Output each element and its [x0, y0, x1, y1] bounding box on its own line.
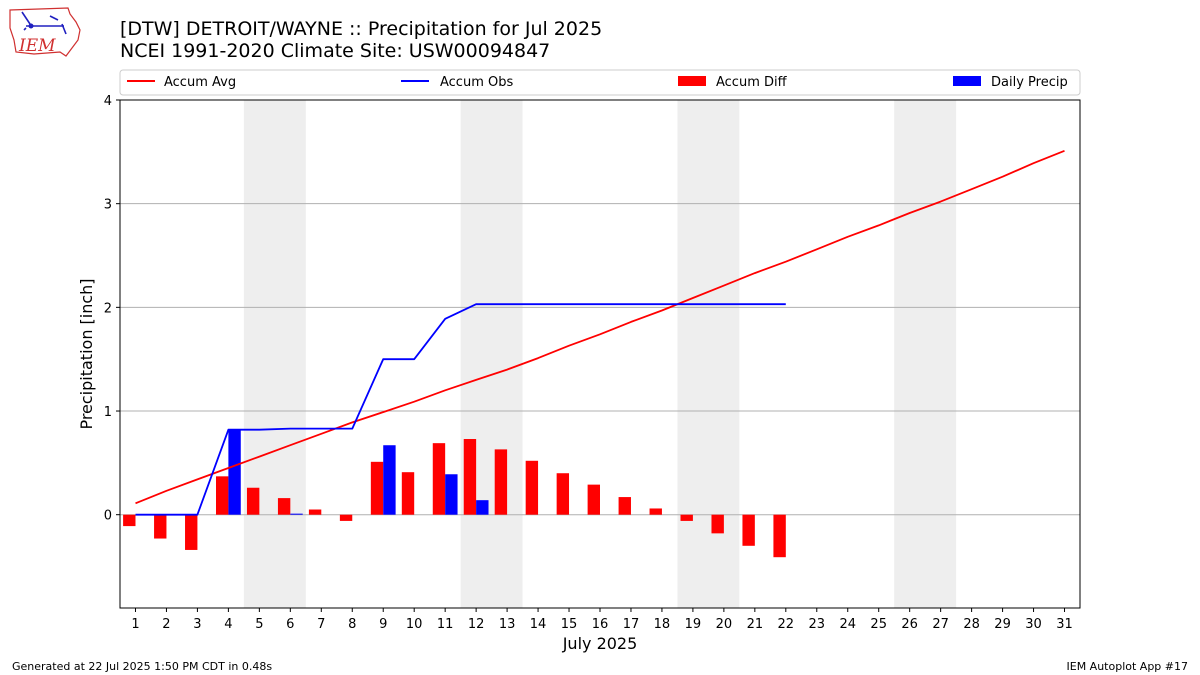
- accum-diff-bar: [432, 443, 446, 515]
- accum-diff-bar: [587, 484, 600, 515]
- x-tick-label: 17: [623, 617, 640, 632]
- accum-diff-bar: [525, 460, 539, 515]
- x-tick-label: 16: [592, 617, 609, 632]
- x-tick-label: 11: [437, 617, 454, 632]
- iem-logo: IEM: [9, 7, 81, 57]
- x-tick-label: 5: [255, 617, 263, 632]
- x-tick-label: 10: [406, 617, 423, 632]
- daily-precip-bar: [383, 445, 396, 515]
- x-tick-label: 31: [1056, 617, 1073, 632]
- x-tick-label: 26: [901, 617, 918, 632]
- weekend-band: [894, 100, 957, 608]
- accum-diff-bar: [123, 514, 136, 527]
- x-tick-label: 28: [963, 617, 980, 632]
- y-tick-label: 2: [104, 301, 112, 316]
- y-tick-label: 4: [104, 94, 112, 109]
- daily-precip-bar: [445, 474, 458, 515]
- accum-diff-bar: [742, 514, 755, 546]
- legend-swatch-daily-precip: [953, 76, 981, 86]
- y-tick-label: 3: [104, 198, 112, 213]
- x-tick-label: 12: [468, 617, 485, 632]
- x-tick-label: 13: [499, 617, 516, 632]
- x-tick-label: 2: [162, 617, 170, 632]
- accum-diff-bar: [370, 461, 384, 515]
- daily-precip-bar: [476, 500, 489, 515]
- y-tick-label: 1: [104, 405, 112, 420]
- footer-generated: Generated at 22 Jul 2025 1:50 PM CDT in …: [12, 660, 272, 673]
- accum-diff-bar: [216, 476, 229, 515]
- accum-diff-bar: [649, 508, 662, 515]
- logo-vane-dot: [28, 23, 34, 29]
- legend-label-daily-precip: Daily Precip: [991, 75, 1068, 90]
- x-tick-label: 21: [747, 617, 764, 632]
- accum-diff-bar: [463, 439, 477, 515]
- x-tick-label: 19: [685, 617, 702, 632]
- legend-swatch-accum-diff: [678, 76, 706, 86]
- accum-diff-bar: [618, 497, 631, 515]
- x-tick-label: 8: [348, 617, 356, 632]
- accum-diff-bar: [185, 514, 198, 550]
- x-tick-label: 7: [317, 617, 325, 632]
- daily-precip-bars: [228, 429, 489, 515]
- accum-diff-bar: [277, 498, 291, 515]
- x-tick-label: 22: [778, 617, 795, 632]
- x-tick-label: 24: [839, 617, 856, 632]
- x-tick-label: 9: [379, 617, 387, 632]
- weekend-band: [243, 100, 306, 608]
- accum-diff-bar: [308, 509, 322, 515]
- x-tick-label: 27: [932, 617, 949, 632]
- legend-frame: [119, 69, 1081, 96]
- accum-diff-bar: [556, 473, 570, 515]
- accum-diff-bar: [773, 514, 786, 558]
- x-tick-label: 4: [224, 617, 232, 632]
- y-tick-label: 0: [104, 509, 112, 524]
- x-tick-label: 1: [131, 617, 139, 632]
- daily-precip-bar: [290, 513, 303, 515]
- x-tick-label: 6: [286, 617, 294, 632]
- x-tick-label: 30: [1025, 617, 1042, 632]
- accum-diff-bar: [494, 449, 508, 515]
- x-axis-label: July 2025: [562, 634, 638, 653]
- accum-diff-bar: [711, 514, 724, 534]
- weekend-shading: [243, 100, 957, 608]
- legend-label-accum-avg: Accum Avg: [164, 75, 236, 90]
- x-tick-label: 23: [809, 617, 826, 632]
- accum-avg-line: [135, 149, 1065, 505]
- x-tick-label: 29: [994, 617, 1011, 632]
- weekend-band: [677, 100, 740, 608]
- weekend-band: [460, 100, 523, 608]
- logo-text: IEM: [18, 36, 56, 56]
- x-tick-label: 14: [530, 617, 547, 632]
- legend-label-accum-diff: Accum Diff: [716, 75, 788, 90]
- chart-title: [DTW] DETROIT/WAYNE :: Precipitation for…: [120, 18, 602, 40]
- accum-obs-line: [135, 303, 786, 516]
- accum-lines: [135, 149, 1065, 516]
- accum-diff-bars: [123, 439, 786, 558]
- footer-app: IEM Autoplot App #17: [1067, 660, 1189, 673]
- legend-label-accum-obs: Accum Obs: [440, 75, 513, 90]
- x-axis-ticks: 1 2 3 4 5 6 7 8 9 10 11 12 13 14 15 16 17 18 19 20 21 22 23 24 2…: [131, 608, 1073, 632]
- y-axis-ticks: 0 1 2 3 4: [104, 94, 120, 524]
- chart-subtitle: NCEI 1991-2020 Climate Site: USW00094847: [120, 40, 550, 62]
- accum-diff-bar: [339, 514, 353, 521]
- x-tick-label: 25: [870, 617, 887, 632]
- x-tick-label: 20: [716, 617, 733, 632]
- logo-state-outline: [9, 7, 81, 57]
- accum-diff-bar: [246, 487, 260, 515]
- accum-diff-bar: [401, 472, 415, 515]
- x-tick-label: 15: [561, 617, 578, 632]
- accum-diff-bar: [680, 514, 693, 521]
- legend: Accum Avg Accum Obs Accum Diff Daily Pre…: [119, 69, 1081, 96]
- x-tick-label: 3: [193, 617, 201, 632]
- x-tick-label: 18: [654, 617, 671, 632]
- logo-weather-vane-icon: [21, 11, 67, 35]
- accum-diff-bar: [154, 514, 167, 539]
- y-axis-label: Precipitation [inch]: [77, 278, 96, 429]
- daily-precip-bar: [228, 429, 241, 515]
